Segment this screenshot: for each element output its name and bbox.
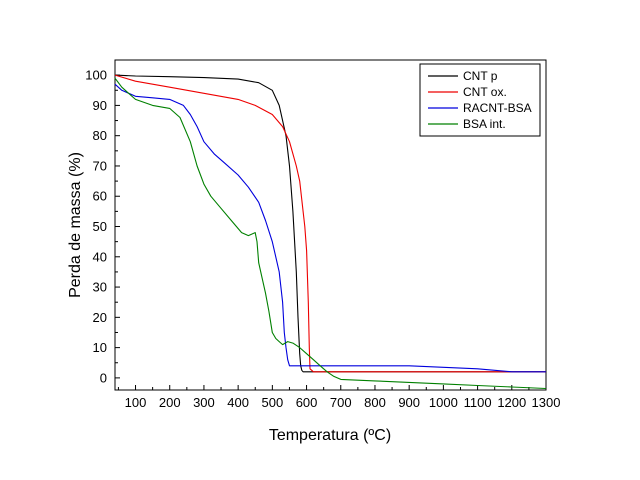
x-tick-label: 700	[330, 395, 352, 410]
y-tick-label: 80	[93, 128, 107, 143]
y-tick-label: 100	[85, 68, 107, 83]
y-tick-label: 20	[93, 310, 107, 325]
x-tick-label: 800	[364, 395, 386, 410]
y-tick-label: 70	[93, 158, 107, 173]
y-tick-label: 50	[93, 219, 107, 234]
x-tick-label: 400	[227, 395, 249, 410]
y-tick-label: 60	[93, 189, 107, 204]
legend-label-2: RACNT-BSA	[463, 101, 532, 115]
plot-frame	[114, 59, 547, 391]
legend-label-0: CNT p	[463, 69, 498, 83]
y-tick-label: 10	[93, 340, 107, 355]
legend-label-1: CNT ox.	[463, 85, 507, 99]
x-axis-ticks: 100 200 300 400 500 600 700 800 900 1000 1100 1200 1…	[117, 385, 561, 410]
x-tick-label: 1300	[532, 395, 561, 410]
y-tick-label: 30	[93, 280, 107, 295]
y-tick-label: 90	[93, 98, 107, 113]
x-tick-label: 100	[125, 395, 147, 410]
x-axis-title: Temperatura (ºC)	[269, 427, 391, 444]
legend: CNT p CNT ox. RACNT-BSA BSA int.	[419, 63, 541, 137]
x-tick-label: 600	[296, 395, 318, 410]
series-line-1	[114, 74, 546, 373]
y-tick-label: 40	[93, 249, 107, 264]
y-axis-ticks: 0 10 20 30 40 50 60 70 80 90 100	[85, 68, 120, 385]
x-tick-label: 1200	[497, 395, 526, 410]
x-tick-label: 200	[159, 395, 181, 410]
x-tick-label: 300	[193, 395, 215, 410]
x-tick-label: 1100	[464, 395, 492, 410]
legend-items: CNT p CNT ox. RACNT-BSA BSA int.	[428, 69, 532, 131]
series-line-3	[114, 77, 547, 390]
series-layer	[114, 74, 547, 390]
x-tick-label: 500	[261, 395, 283, 410]
legend-label-3: BSA int.	[463, 117, 506, 131]
y-axis-title: Perda de massa (%)	[67, 152, 84, 298]
x-tick-label: 900	[398, 395, 420, 410]
y-tick-label: 0	[100, 370, 107, 385]
x-tick-label: 1000	[429, 395, 458, 410]
series-line-2	[114, 83, 546, 373]
